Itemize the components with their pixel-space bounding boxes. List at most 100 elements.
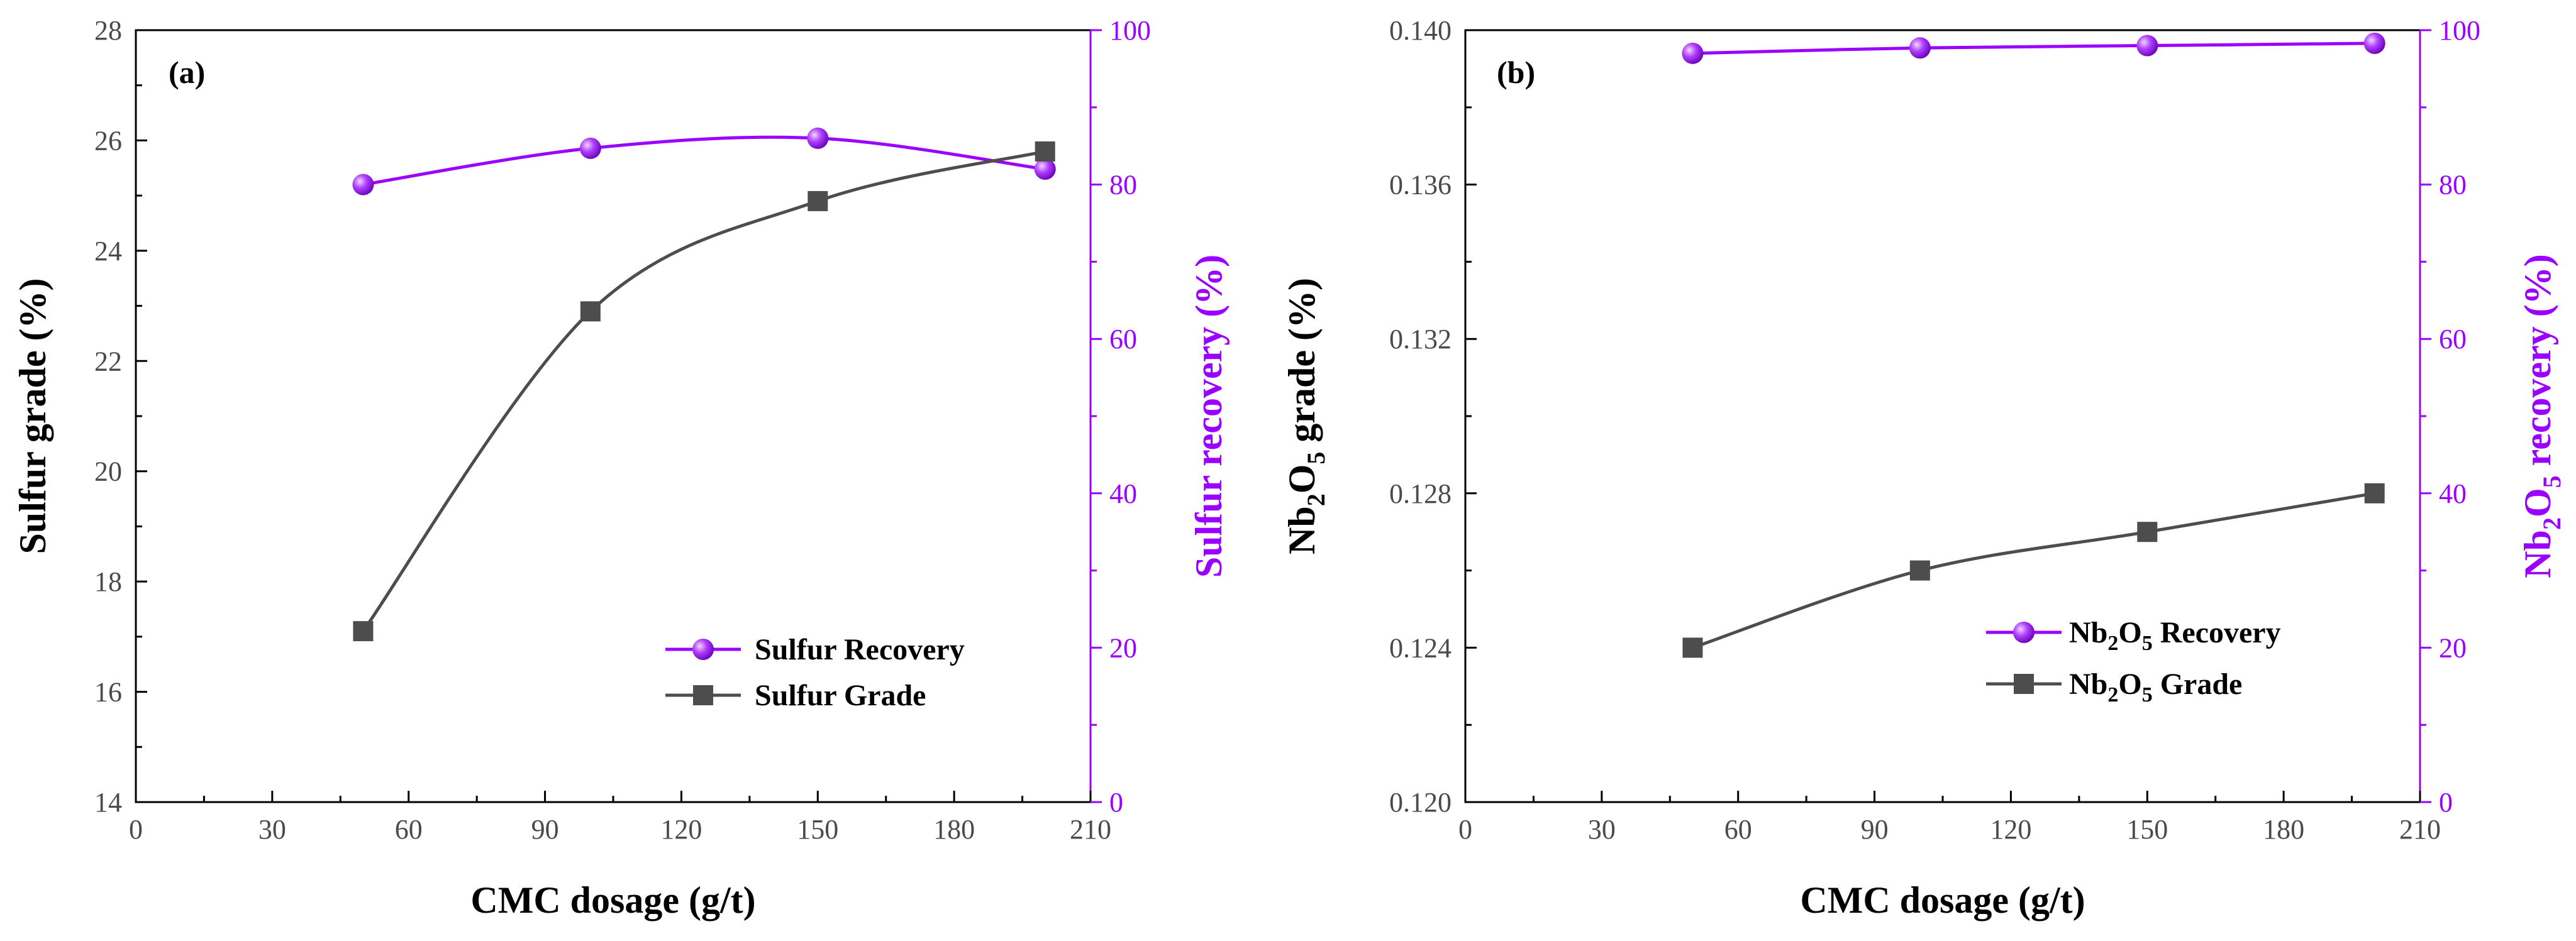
y2-title-b-sub1: 2 (2538, 517, 2566, 530)
y2-tick-label-a: 0 (1109, 787, 1123, 818)
point-nb2o5-recovery (1909, 37, 1931, 59)
legend-b2-sub1: 2 (2107, 683, 2118, 707)
legend-b1-sub2: 5 (2142, 632, 2153, 655)
point-sulfur-recovery (1034, 158, 1056, 180)
series-line-nb2o5-recovery (1692, 41, 2375, 55)
point-sulfur-grade (1035, 141, 1055, 162)
y-tick-label-b: 0.140 (1389, 15, 1452, 46)
y2-title-b-sub2: 5 (2538, 475, 2566, 488)
legend-marker-nb2o5-recovery (2013, 622, 2035, 643)
legend-b1-part-b: O (2118, 616, 2141, 649)
point-sulfur-grade (808, 190, 828, 211)
plot-area-a (135, 29, 1092, 803)
y-tick-label-b: 0.136 (1389, 170, 1452, 201)
y-title-b-part-a: Nb (1281, 506, 1323, 554)
y-tick-label-b: 0.120 (1389, 787, 1452, 818)
point-sulfur-recovery (807, 127, 829, 149)
x-tick-label-b: 150 (2126, 814, 2168, 845)
y2-tick-label-b: 100 (2439, 15, 2480, 46)
point-sulfur-recovery (579, 137, 601, 159)
panel-label-a: (a) (169, 55, 205, 90)
panel-label-b: (b) (1497, 55, 1535, 90)
series-line-nb2o5-grade (1692, 492, 2375, 649)
y-tick-label-a: 14 (94, 787, 122, 818)
y2-ticks-b: 0 20 40 60 80 100 (2420, 15, 2480, 818)
legend-label-nb2o5-recovery: Nb2O5 Recovery (2069, 616, 2281, 655)
y2-title-b-part-c: recovery (%) (2517, 254, 2558, 475)
y2-tick-label-a: 60 (1109, 324, 1137, 355)
y2-title-b-part-b: O (2517, 488, 2558, 517)
x-tick-label-b: 0 (1458, 814, 1472, 845)
point-nb2o5-grade (2364, 483, 2385, 504)
x-tick-label-a: 180 (933, 814, 975, 845)
legend-marker-sulfur-grade (693, 685, 713, 705)
y-tick-label-b: 0.132 (1389, 324, 1452, 355)
y2-tick-label-b: 40 (2439, 478, 2467, 509)
y-ticks-b: 0.120 0.124 0.128 0.132 0.136 0.140 (1389, 15, 1477, 818)
y2-tick-label-a: 80 (1109, 170, 1137, 201)
y2-tick-label-a: 100 (1109, 15, 1151, 46)
x-tick-label-a: 60 (395, 814, 423, 845)
legend-item-nb2o5-grade: Nb2O5 Grade (1986, 668, 2242, 707)
y2-tick-label-a: 20 (1109, 632, 1137, 663)
point-sulfur-grade (353, 621, 374, 642)
legend-b2-part-b: O (2118, 668, 2141, 701)
legend-b1-part-c: Recovery (2153, 616, 2281, 649)
legend-b1-part-a: Nb (2069, 616, 2107, 649)
panel-a: 0 30 60 90 120 150 180 210 14 16 18 20 22 24 26 28 0 20… (12, 15, 1230, 921)
legend-label-sulfur-recovery: Sulfur Recovery (755, 633, 965, 666)
point-sulfur-recovery (352, 173, 374, 195)
point-nb2o5-recovery (2136, 35, 2158, 57)
x-tick-label-a: 120 (660, 814, 702, 845)
y2-axis-title-a: Sulfur recovery (%) (1188, 255, 1230, 578)
y-axis-title-b: Nb2O5 grade (%) (1281, 278, 1330, 554)
y2-title-b-part-a: Nb (2517, 530, 2558, 578)
x-tick-label-a: 210 (1070, 814, 1111, 845)
x-ticks-b: 0 30 60 90 120 150 180 210 (1458, 791, 2441, 845)
point-nb2o5-recovery (1682, 42, 1704, 64)
y-tick-label-a: 24 (94, 236, 122, 267)
series-line-sulfur-grade (362, 150, 1046, 632)
x-tick-label-b: 30 (1588, 814, 1616, 845)
y2-tick-label-b: 0 (2439, 787, 2453, 818)
y-axis-title-a: Sulfur grade (%) (12, 278, 53, 554)
y2-tick-label-a: 40 (1109, 478, 1137, 509)
y-tick-label-b: 0.128 (1389, 478, 1452, 509)
legend-label-nb2o5-grade: Nb2O5 Grade (2069, 668, 2242, 707)
y2-tick-label-b: 20 (2439, 632, 2467, 663)
series-line-sulfur-recovery (363, 135, 1046, 187)
legend-b2-part-a: Nb (2069, 668, 2107, 701)
legend-item-sulfur-grade: Sulfur Grade (665, 679, 926, 712)
point-nb2o5-grade (1909, 560, 1930, 581)
legend-marker-sulfur-recovery (692, 639, 714, 660)
legend-b2-sub2: 5 (2142, 683, 2153, 707)
x-tick-label-b: 180 (2263, 814, 2304, 845)
y-tick-label-a: 20 (94, 456, 122, 487)
y-title-b-sub2: 5 (1302, 452, 1330, 465)
y-tick-label-a: 22 (94, 346, 122, 377)
legend-label-sulfur-grade: Sulfur Grade (755, 679, 926, 712)
y2-axis-title-b: Nb2O5 recovery (%) (2517, 254, 2566, 578)
point-nb2o5-grade (2137, 522, 2158, 542)
legend-item-nb2o5-recovery: Nb2O5 Recovery (1986, 616, 2281, 655)
y-title-b-part-b: O (1281, 465, 1323, 494)
x-tick-label-b: 60 (1724, 814, 1752, 845)
y-tick-label-a: 16 (94, 677, 122, 708)
x-tick-label-a: 150 (797, 814, 838, 845)
x-axis-title-a: CMC dosage (g/t) (470, 879, 755, 921)
y2-tick-label-b: 60 (2439, 324, 2467, 355)
y-title-b-sub1: 2 (1302, 493, 1330, 506)
legend-a: Sulfur Recovery Sulfur Grade (665, 633, 965, 712)
y2-tick-label-b: 80 (2439, 170, 2467, 201)
x-tick-label-b: 90 (1861, 814, 1889, 845)
y-tick-label-a: 28 (94, 15, 122, 46)
panel-b: 0 30 60 90 120 150 180 210 0.120 0.124 0.128 0.132… (1281, 15, 2566, 921)
series-b (1682, 32, 2385, 658)
point-nb2o5-recovery (2363, 32, 2385, 54)
y-tick-label-a: 26 (94, 125, 122, 156)
legend-b1-sub1: 2 (2107, 632, 2118, 655)
x-axis-title-b: CMC dosage (g/t) (1800, 879, 2085, 921)
point-sulfur-grade (580, 301, 601, 322)
x-tick-label-a: 0 (129, 814, 143, 845)
